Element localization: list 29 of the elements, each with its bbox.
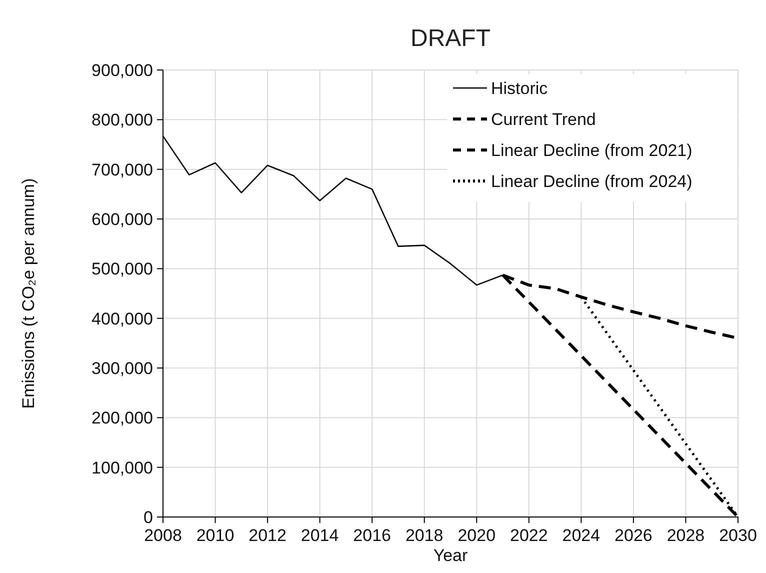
y-tick-label: 700,000 [92,160,153,180]
x-tick-label: 2028 [666,526,705,545]
y-tick-label: 500,000 [92,260,153,279]
y-axis-title: Emissions (t CO₂e per annum) [19,178,38,409]
x-tick-label: 2014 [300,526,339,545]
y-tick-label: 600,000 [92,210,153,229]
x-tick-label: 2012 [248,526,286,545]
legend-label: Current Trend [491,110,596,129]
legend-label: Historic [491,78,548,98]
legend-label: Linear Decline (from 2021) [491,140,692,160]
x-axis-title: Year [433,546,468,565]
legend-label: Linear Decline (from 2024) [491,172,692,191]
y-tick-label: 0 [144,508,153,527]
y-tick-label: 900,000 [92,60,153,80]
chart-title: DRAFT [410,25,491,52]
x-tick-label: 2020 [458,526,496,545]
y-tick-label: 800,000 [92,110,153,130]
x-tick-label: 2018 [405,526,444,545]
y-tick-label: 400,000 [92,309,153,328]
x-tick-label: 2016 [353,526,392,545]
x-tick-label: 2008 [144,526,182,545]
y-tick-label: 100,000 [92,458,153,478]
y-tick-label: 300,000 [92,358,153,378]
x-tick-label: 2030 [719,526,757,545]
y-tick-label: 200,000 [92,408,153,428]
x-tick-label: 2010 [196,526,234,545]
x-tick-label: 2026 [614,526,652,545]
x-tick-label: 2024 [562,526,600,545]
x-tick-label: 2022 [510,526,548,545]
